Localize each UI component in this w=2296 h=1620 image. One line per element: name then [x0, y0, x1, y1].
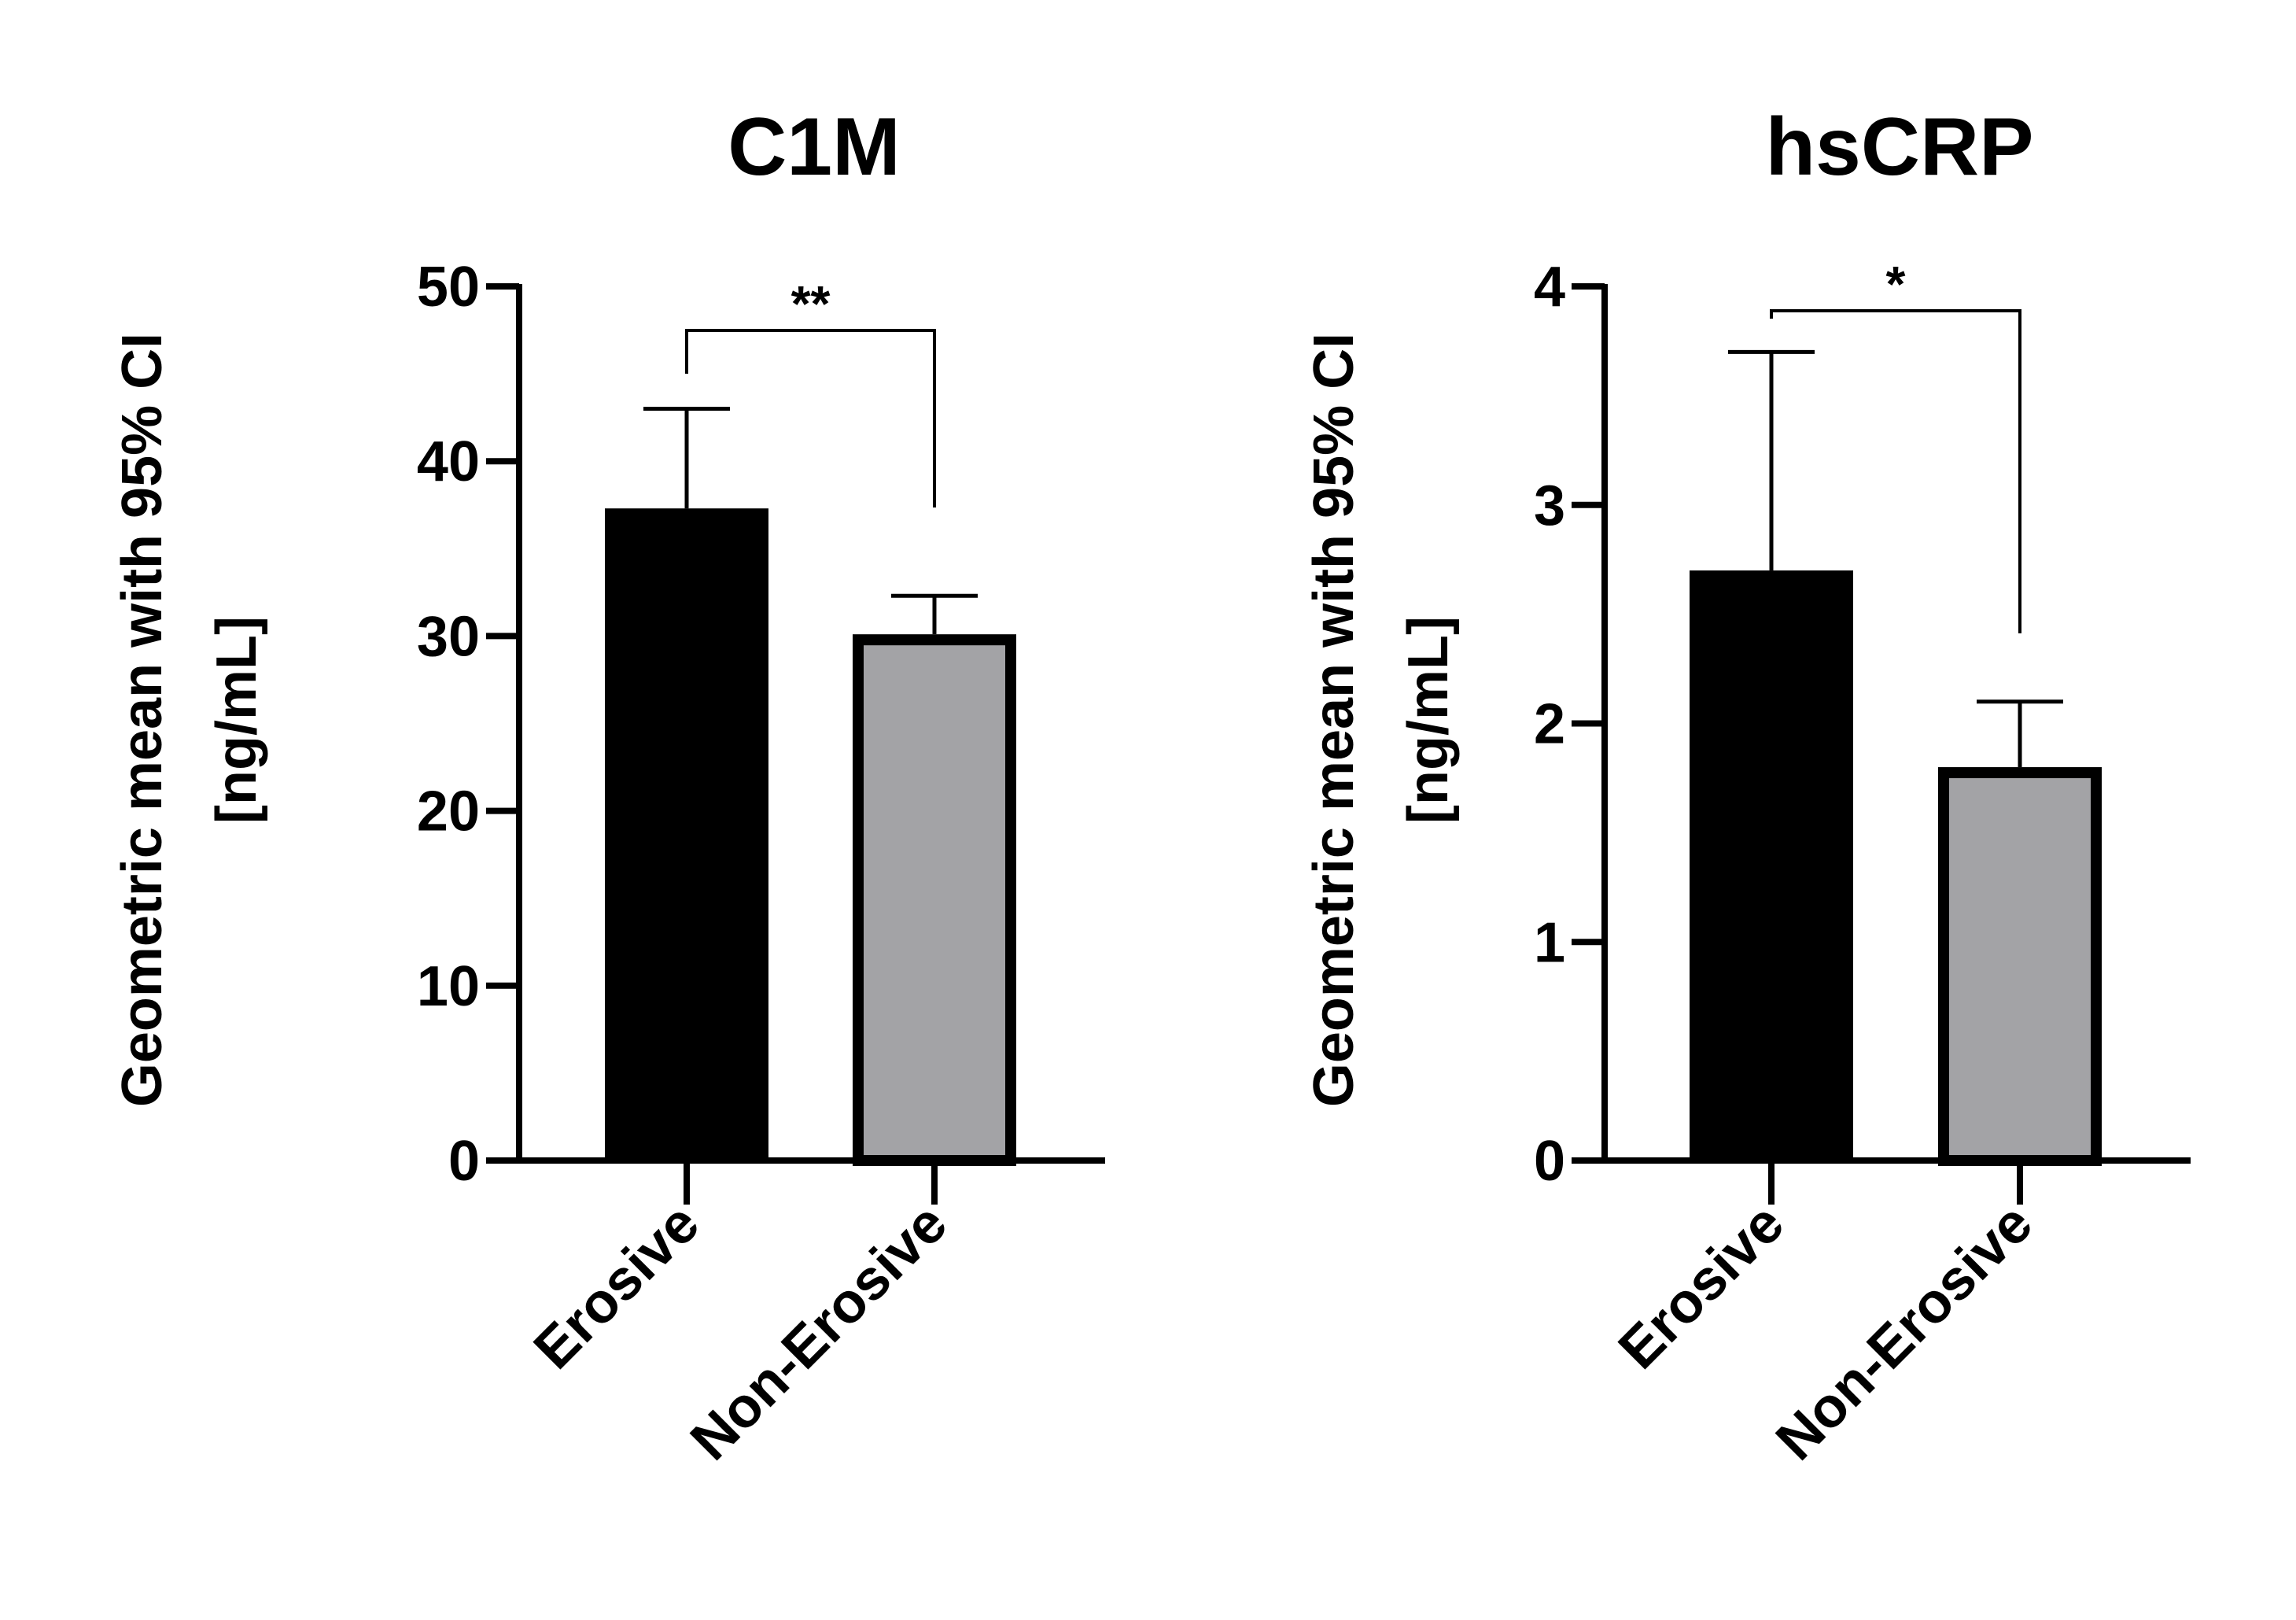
y-tick-label: 4	[1534, 256, 1565, 319]
y-tick-label: 2	[1534, 693, 1565, 756]
y-axis-label: Geometric mean with 95% CI [ng/mL]	[111, 333, 268, 1107]
y-axis-label: Geometric mean with 95% CI [ng/mL]	[1303, 333, 1460, 1107]
y-axis-label-line-1: Geometric mean with 95% CI	[111, 333, 174, 1107]
x-tick-label-non-erosive: Non-Erosive	[1764, 1192, 2044, 1472]
bar-non-erosive	[1938, 767, 2102, 1166]
bar-erosive	[1690, 570, 1853, 1161]
significance-label: *	[1886, 256, 1906, 312]
y-axis-label-line-2: [ng/mL]	[1397, 616, 1460, 824]
significance-label: **	[791, 275, 831, 332]
y-axis-label-line-2: [ng/mL]	[205, 616, 268, 824]
y-tick-label: 3	[1534, 474, 1565, 537]
y-tick-label: 40	[417, 430, 480, 493]
bar-erosive	[605, 508, 768, 1161]
chart-panel-c1m: C1M Geometric mean with 95% CI [ng/mL] 0…	[111, 101, 1105, 1472]
x-tick-label-erosive: Erosive	[522, 1192, 712, 1382]
y-axis-label-line-1: Geometric mean with 95% CI	[1303, 333, 1365, 1107]
y-tick-label: 10	[417, 955, 480, 1018]
chart-panel-hscrp: hsCRP Geometric mean with 95% CI [ng/mL]…	[1303, 101, 2191, 1472]
y-tick-label: 20	[417, 780, 480, 843]
y-tick-label: 0	[1534, 1130, 1565, 1193]
y-tick-label: 0	[448, 1130, 480, 1193]
chart-title: C1M	[728, 101, 901, 193]
y-tick-label: 50	[417, 256, 480, 319]
significance-bracket	[1770, 309, 2021, 633]
y-tick-label: 30	[417, 605, 480, 668]
bar-non-erosive	[853, 634, 1016, 1166]
y-tick-label: 1	[1534, 911, 1565, 974]
x-tick-label-non-erosive: Non-Erosive	[679, 1192, 959, 1472]
significance-bracket	[685, 329, 936, 507]
x-tick-label-erosive: Erosive	[1607, 1192, 1797, 1382]
chart-title: hsCRP	[1766, 101, 2034, 193]
